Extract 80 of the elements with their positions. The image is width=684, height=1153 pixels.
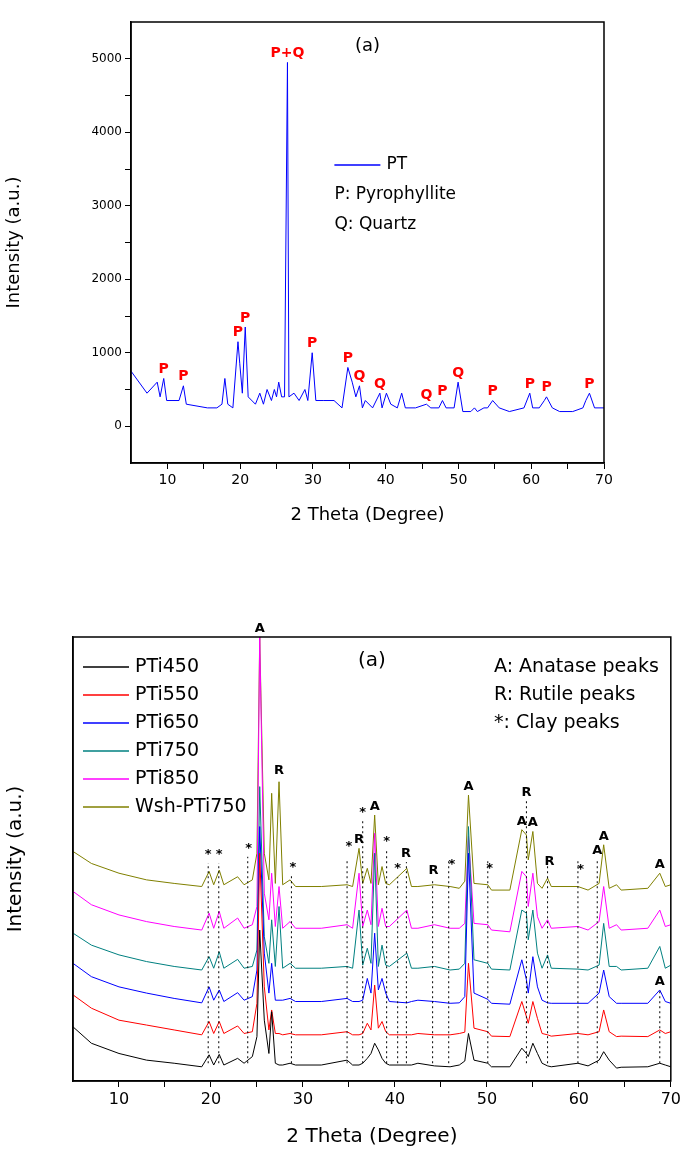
y-axis-title: Intensity (a.u.): [2, 785, 27, 933]
legend-label: PT: [386, 153, 408, 174]
annotation: *: [204, 845, 212, 861]
x-tick-label: 50: [449, 471, 468, 488]
x-tick-label: 60: [568, 1088, 590, 1108]
legend-label: PTi650: [135, 709, 200, 732]
annotation: P: Pyrophyllite: [334, 183, 457, 204]
annotation: P: [541, 378, 552, 395]
x-tick-label: 50: [476, 1088, 498, 1108]
y-axis-title: Intensity (a.u.): [2, 176, 24, 309]
legend-label: PTi450: [135, 653, 200, 676]
y-tick-label: 5000: [91, 50, 122, 65]
x-tick-label: 20: [231, 471, 250, 488]
y-tick-label: 1000: [91, 344, 122, 359]
annotation: P: [240, 308, 251, 325]
annotation: Q: [373, 374, 386, 391]
annotation: *: [448, 856, 456, 872]
x-tick-label: 30: [304, 471, 322, 488]
legend-label: Wsh-PTi750: [135, 793, 247, 816]
annotation: A: Anatase peaks: [494, 653, 659, 676]
x-tick-label: 20: [200, 1088, 222, 1108]
annotation: R: [354, 831, 365, 847]
annotation: Q: Quartz: [334, 213, 417, 234]
annotation: P: [342, 349, 353, 366]
annotation: A: [654, 972, 665, 988]
annotation: R: [428, 861, 439, 877]
x-tick-label: 10: [158, 471, 177, 488]
annotation: R: [544, 852, 555, 868]
annotation: Q: [353, 367, 366, 384]
annotation: Q: [420, 385, 433, 402]
text: (a): [354, 33, 381, 55]
y-tick-label: 0: [114, 418, 122, 433]
annotation: *: [577, 860, 585, 876]
legend-label: PTi550: [135, 681, 200, 704]
annotation: P: [307, 334, 318, 351]
annotation: R: [521, 784, 532, 800]
x-tick-label: 10: [108, 1088, 130, 1108]
x-tick-label: 40: [384, 1088, 406, 1108]
text: (a): [357, 647, 386, 672]
annotation: P: [158, 360, 169, 377]
x-axis-title: 2 Theta (Degree): [290, 502, 445, 524]
annotation: *: [345, 837, 353, 853]
annotation: A: [516, 812, 527, 828]
annotation: R: [274, 761, 285, 777]
x-tick-label: 70: [595, 471, 613, 488]
annotation: *: [394, 860, 402, 876]
annotation: *: [289, 858, 297, 874]
annotation: *: [383, 832, 391, 848]
annotation: *: Clay peaks: [494, 709, 620, 732]
annotation: P: [178, 367, 189, 384]
annotation: P: [584, 374, 595, 391]
annotation: P: [232, 323, 244, 340]
annotation: A: [592, 841, 603, 857]
annotation: P: [487, 382, 498, 399]
annotation: A: [598, 827, 609, 843]
x-tick-label: 70: [660, 1088, 681, 1108]
legend-label: PTi850: [135, 765, 200, 788]
annotation: A: [254, 619, 265, 635]
y-tick-label: 2000: [91, 271, 122, 286]
annotation: *: [215, 845, 223, 861]
x-tick-label: 60: [522, 471, 541, 488]
y-tick-label: 4000: [91, 124, 122, 139]
annotation: A: [369, 797, 380, 813]
annotation: P+Q: [270, 44, 305, 61]
annotation: A: [527, 814, 538, 830]
x-tick-label: 40: [376, 471, 395, 488]
legend-label: PTi750: [135, 737, 200, 760]
annotation: *: [359, 804, 367, 820]
x-axis-title: 2 Theta (Degree): [286, 1123, 458, 1148]
annotation: R: [400, 844, 411, 860]
annotation: *: [486, 860, 494, 876]
annotation: A: [463, 777, 474, 793]
annotation: A: [654, 856, 665, 872]
annotation: Q: [452, 363, 465, 380]
y-tick-label: 3000: [91, 197, 122, 212]
annotation: *: [245, 839, 253, 855]
annotation: R: Rutile peaks: [494, 681, 636, 704]
annotation: P: [524, 374, 535, 391]
x-tick-label: 30: [292, 1088, 314, 1108]
annotation: P: [437, 382, 448, 399]
